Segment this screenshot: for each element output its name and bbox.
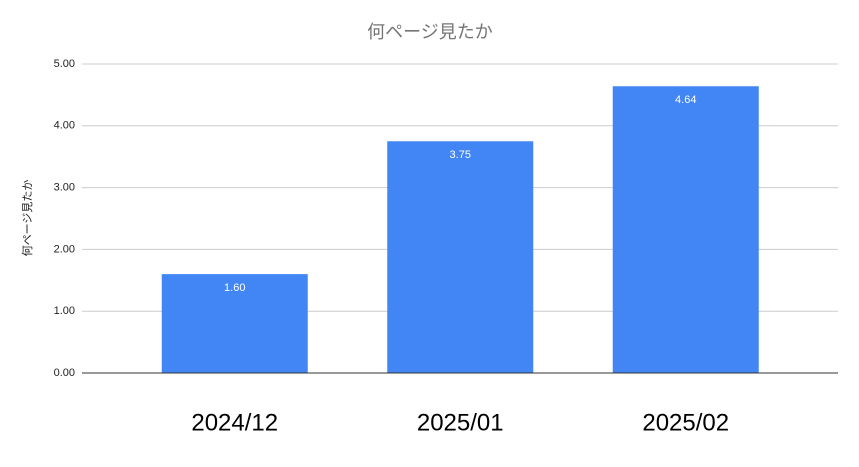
y-tick-label: 2.00 — [54, 243, 75, 255]
y-tick-label: 1.00 — [54, 305, 75, 317]
x-tick-label: 2025/01 — [417, 409, 504, 436]
y-tick-label: 4.00 — [54, 120, 75, 132]
value-label: 3.75 — [450, 149, 471, 161]
y-axis-label: 何ページ見たか — [21, 180, 34, 257]
bar — [612, 86, 759, 374]
bar — [161, 274, 308, 373]
chart-title: 何ページ見たか — [367, 22, 493, 42]
y-tick-label: 0.00 — [54, 367, 75, 379]
bar — [387, 141, 534, 373]
value-label: 4.64 — [675, 94, 696, 106]
x-tick-label: 2025/02 — [642, 409, 729, 436]
x-tick-label: 2024/12 — [191, 409, 278, 436]
y-tick-label: 3.00 — [54, 182, 75, 194]
y-tick-label: 5.00 — [54, 58, 75, 70]
value-label: 1.60 — [224, 282, 245, 294]
